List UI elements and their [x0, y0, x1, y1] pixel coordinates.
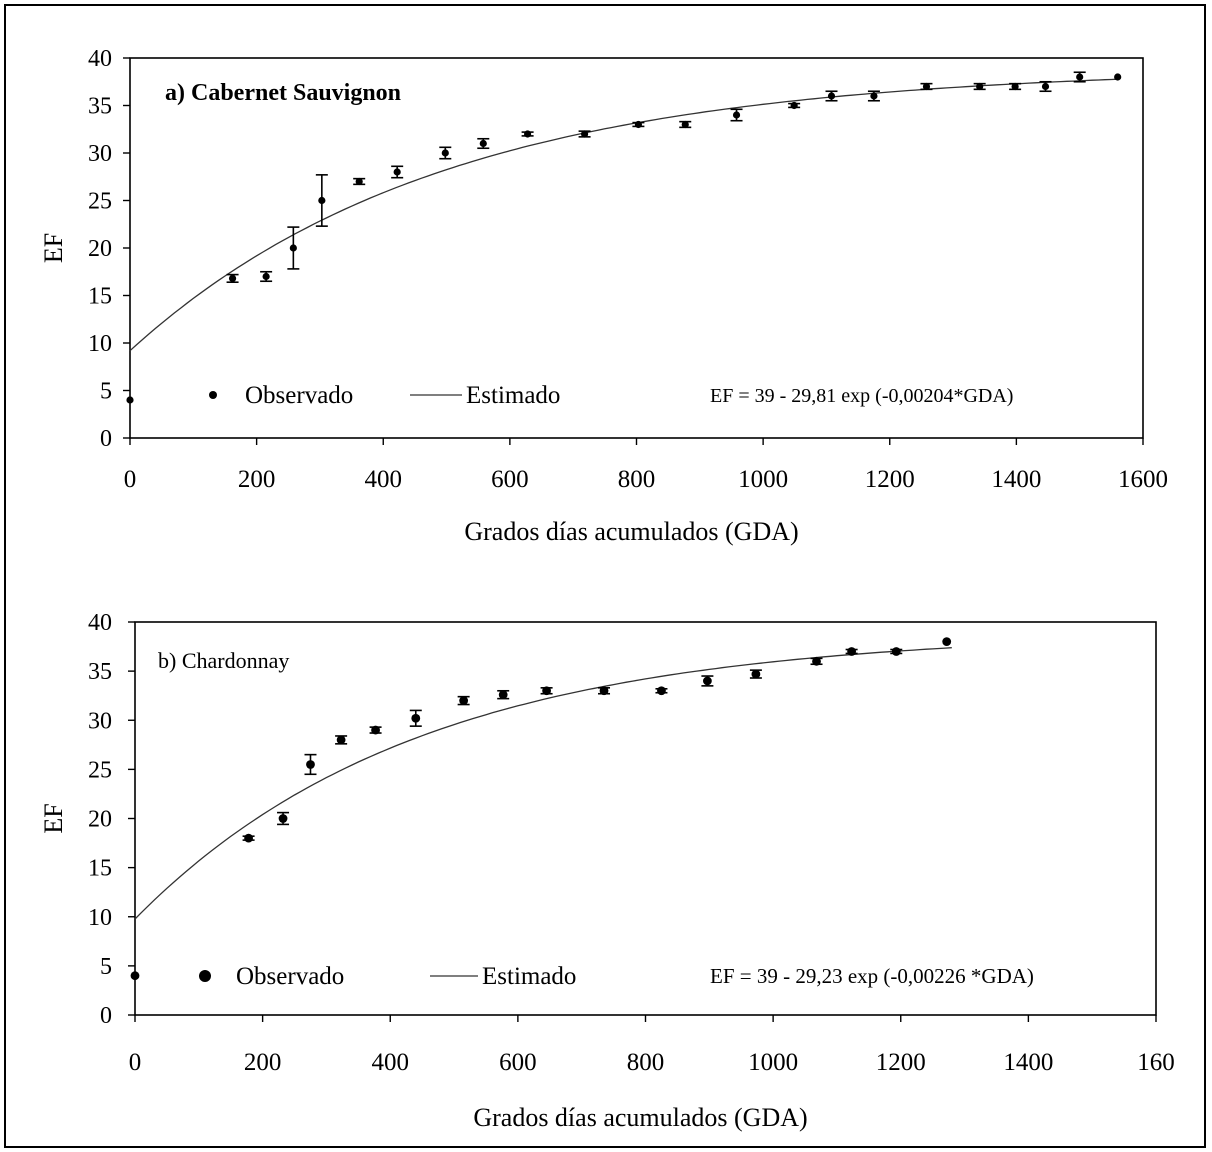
x-tick-label: 800	[627, 1049, 665, 1076]
observed-point	[657, 686, 666, 696]
observed-point	[751, 669, 761, 679]
x-tick-label: 200	[244, 1049, 282, 1076]
figure-frame	[4, 4, 1206, 1148]
observed-point	[524, 130, 532, 138]
observed-point	[812, 656, 821, 666]
x-tick-label: 0	[124, 466, 137, 493]
y-tick-label: 40	[88, 610, 112, 636]
observed-point	[942, 637, 952, 647]
plot-area	[134, 621, 1157, 1016]
observed-point	[702, 676, 712, 686]
x-tick-label: 160	[1137, 1049, 1175, 1076]
y-tick-label: 10	[88, 905, 112, 931]
legend-observed-marker	[209, 391, 217, 399]
observed-point	[976, 82, 984, 91]
observed-point	[542, 686, 551, 696]
observed-point	[355, 177, 363, 186]
x-axis-title: Grados días acumulados (GDA)	[473, 1103, 807, 1132]
panel-label: a) Cabernet Sauvignon	[165, 80, 401, 106]
y-tick-label: 5	[100, 379, 112, 405]
observed-point	[732, 111, 741, 119]
observed-point	[1076, 73, 1084, 81]
observed-point	[599, 686, 609, 696]
observed-point	[306, 760, 315, 769]
y-tick-label: 20	[88, 236, 112, 262]
y-tick-label: 0	[100, 426, 112, 452]
x-axis-title: Grados días acumulados (GDA)	[464, 517, 798, 546]
observed-point	[228, 274, 237, 282]
y-tick-label: 40	[88, 46, 112, 72]
x-tick-label: 600	[499, 1049, 537, 1076]
observed-point	[790, 101, 798, 110]
y-axis-title: EF	[39, 233, 68, 263]
y-tick-label: 25	[88, 757, 112, 783]
observed-point	[498, 690, 508, 700]
y-axis-title: EF	[39, 803, 68, 833]
observed-point	[891, 647, 901, 656]
observed-point	[318, 196, 326, 205]
x-tick-label: 1200	[865, 466, 915, 493]
observed-point	[126, 396, 134, 404]
y-tick-label: 5	[100, 954, 112, 980]
observed-point	[1114, 73, 1122, 81]
observed-point	[922, 82, 931, 91]
observed-point	[1011, 82, 1019, 91]
legend-observed-label: Observado	[245, 382, 353, 409]
x-tick-label: 0	[129, 1049, 142, 1076]
observed-point	[262, 272, 270, 281]
model-equation: EF = 39 - 29,23 exp (-0,00226 *GDA)	[710, 964, 1034, 988]
observed-point	[479, 139, 487, 148]
y-tick-label: 30	[88, 141, 112, 167]
legend-estimated-label: Estimado	[482, 963, 576, 990]
observed-point	[1041, 82, 1050, 91]
x-tick-label: 1000	[738, 466, 788, 493]
x-tick-label: 400	[365, 466, 403, 493]
x-tick-label: 400	[372, 1049, 410, 1076]
y-tick-label: 35	[88, 94, 112, 120]
y-tick-label: 35	[88, 659, 112, 685]
observed-point	[681, 120, 689, 129]
y-tick-label: 10	[88, 331, 112, 357]
observed-point	[371, 725, 380, 735]
observed-point	[459, 696, 469, 705]
observed-point	[130, 971, 140, 981]
observed-point	[441, 149, 449, 157]
plot-area	[129, 57, 1144, 439]
observed-point	[827, 92, 836, 100]
observed-point	[289, 244, 297, 252]
observed-point	[870, 92, 878, 100]
observed-point	[411, 713, 421, 723]
y-tick-label: 20	[88, 807, 112, 833]
y-tick-label: 15	[88, 856, 112, 882]
legend-observed-marker	[199, 970, 211, 982]
x-tick-label: 1200	[876, 1049, 926, 1076]
observed-point	[847, 647, 857, 656]
observed-point	[244, 833, 253, 843]
x-tick-label: 1000	[748, 1049, 798, 1076]
legend-observed-label: Observado	[236, 963, 344, 990]
observed-point	[278, 814, 288, 823]
observed-point	[634, 120, 642, 129]
observed-point	[336, 735, 346, 745]
x-tick-label: 1600	[1118, 466, 1168, 493]
y-tick-label: 30	[88, 708, 112, 734]
x-tick-label: 1400	[991, 466, 1041, 493]
estimated-curve	[129, 78, 1118, 352]
x-tick-label: 200	[238, 466, 276, 493]
x-tick-label: 800	[618, 466, 656, 493]
panel-label: b) Chardonnay	[158, 648, 289, 673]
y-tick-label: 0	[100, 1003, 112, 1029]
observed-point	[580, 130, 589, 138]
observed-point	[393, 168, 401, 176]
model-equation: EF = 39 - 29,81 exp (-0,00204*GDA)	[710, 385, 1013, 407]
x-tick-label: 600	[491, 466, 529, 493]
y-tick-label: 25	[88, 189, 112, 215]
y-tick-label: 15	[88, 284, 112, 310]
legend-estimated-label: Estimado	[466, 382, 560, 409]
x-tick-label: 1400	[1003, 1049, 1053, 1076]
